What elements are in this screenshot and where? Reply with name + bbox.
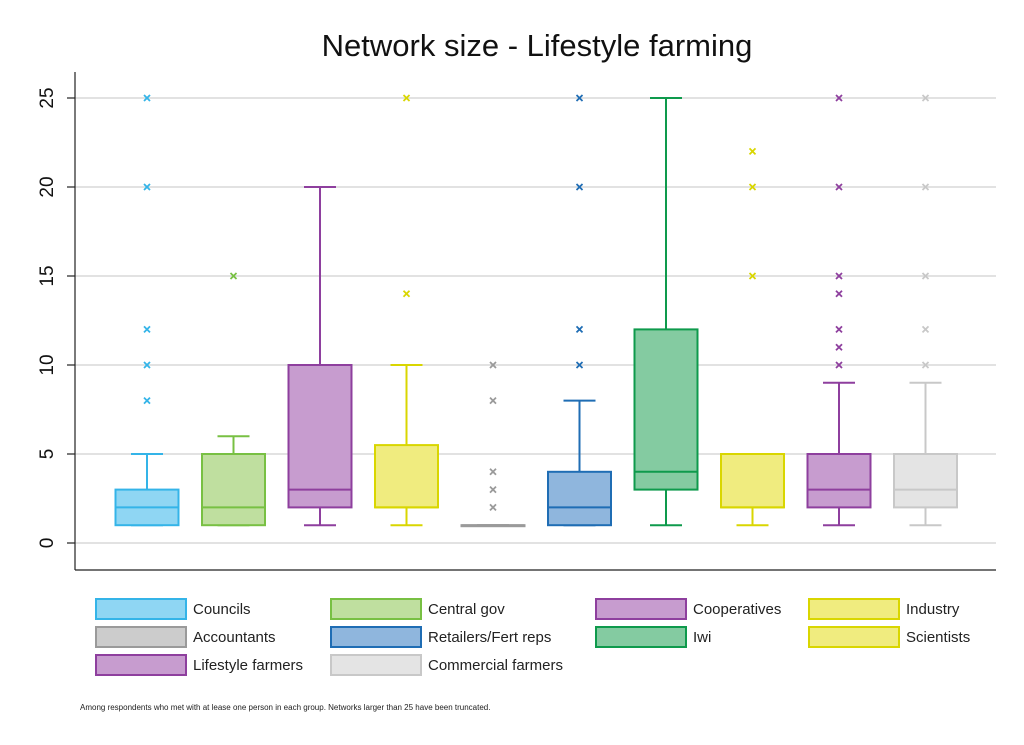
outlier-industry-1 <box>402 94 411 102</box>
outlier-commercial-farmers-3 <box>921 183 930 191</box>
legend-item-commercial-farmers: Commercial farmers <box>330 652 563 678</box>
y-tick-label-20: 20 <box>37 176 58 197</box>
legend-label-scientists: Scientists <box>906 628 971 646</box>
y-tick-label-5: 5 <box>37 449 58 460</box>
chart-footnote: Among respondents who met with at lease … <box>80 703 491 712</box>
legend-swatch-central-gov <box>330 598 422 620</box>
legend-label-lifestyle-farmers: Lifestyle farmers <box>193 656 304 674</box>
outlier-retailers-fert-reps-3 <box>575 94 584 102</box>
outlier-cooperatives-3 <box>835 290 843 298</box>
legend-item-central-gov: Central gov <box>330 596 505 622</box>
outlier-commercial-farmers-4 <box>921 94 930 102</box>
legend-item-councils: Councils <box>95 596 251 622</box>
legend-swatch-iwi <box>595 626 687 648</box>
legend-item-scientists: Scientists <box>808 624 970 650</box>
legend-label-retailers-fert-reps: Retailers/Fert reps <box>428 628 552 646</box>
box-scientists <box>720 453 785 509</box>
outlier-scientists-2 <box>748 147 757 156</box>
outlier-retailers-fert-reps-2 <box>575 183 584 191</box>
outlier-councils-4 <box>143 94 151 102</box>
legend-label-commercial-farmers: Commercial farmers <box>428 656 564 674</box>
outlier-cooperatives-0 <box>835 361 843 369</box>
outlier-industry-0 <box>402 290 411 298</box>
outlier-commercial-farmers-1 <box>921 325 930 334</box>
legend-swatch-accountants <box>95 626 187 648</box>
outlier-accountants-3 <box>489 396 497 405</box>
legend-item-retailers-fert-reps: Retailers/Fert reps <box>330 624 551 650</box>
outlier-accountants-2 <box>489 468 497 476</box>
outlier-scientists-0 <box>748 272 757 280</box>
legend: Councils Central gov Cooperatives Industry A… <box>95 596 1015 684</box>
legend-swatch-scientists <box>808 626 900 648</box>
box-industry <box>374 444 439 509</box>
outlier-cooperatives-6 <box>835 94 843 102</box>
outlier-cooperatives-4 <box>835 272 843 280</box>
legend-label-councils: Councils <box>193 600 251 618</box>
outlier-councils-1 <box>143 361 151 369</box>
legend-label-accountants: Accountants <box>193 628 276 646</box>
y-tick-label-0: 0 <box>37 538 58 549</box>
legend-item-accountants: Accountants <box>95 624 276 650</box>
y-tick-label-25: 25 <box>37 87 58 108</box>
outlier-cooperatives-2 <box>835 325 843 334</box>
outlier-councils-3 <box>143 183 151 191</box>
legend-swatch-lifestyle-farmers <box>95 654 187 676</box>
legend-label-central-gov: Central gov <box>428 600 505 618</box>
legend-label-iwi: Iwi <box>693 628 712 646</box>
box-commercial-farmers <box>893 453 958 509</box>
y-tick-label-15: 15 <box>37 265 58 286</box>
legend-label-cooperatives: Cooperatives <box>693 600 782 618</box>
legend-swatch-cooperatives <box>595 598 687 620</box>
legend-item-iwi: Iwi <box>595 624 711 650</box>
outlier-retailers-fert-reps-1 <box>575 325 584 334</box>
outlier-scientists-1 <box>748 183 757 191</box>
box-iwi <box>633 328 699 491</box>
box-lifestyle-farmers <box>287 364 353 509</box>
legend-label-industry: Industry <box>906 600 960 618</box>
box-cooperatives <box>806 453 872 509</box>
outlier-central-gov-0 <box>229 272 238 280</box>
legend-swatch-industry <box>808 598 900 620</box>
box-retailers-fert-reps <box>547 470 612 527</box>
outlier-commercial-farmers-0 <box>921 361 930 369</box>
outlier-accountants-0 <box>489 503 497 512</box>
chart-title: Network size - Lifestyle farming <box>321 28 753 63</box>
legend-item-industry: Industry <box>808 596 959 622</box>
y-tick-label-10: 10 <box>37 354 58 375</box>
legend-swatch-councils <box>95 598 187 620</box>
legend-item-cooperatives: Cooperatives <box>595 596 781 622</box>
outlier-accountants-4 <box>489 361 497 369</box>
outlier-cooperatives-1 <box>835 343 843 351</box>
legend-item-lifestyle-farmers: Lifestyle farmers <box>95 652 303 678</box>
outlier-cooperatives-5 <box>835 183 843 191</box>
outlier-councils-0 <box>143 396 151 405</box>
box-central-gov <box>201 453 266 527</box>
box-plot: 0 5 10 15 20 25 <box>37 72 996 571</box>
legend-swatch-retailers-fert-reps <box>330 626 422 648</box>
legend-swatch-commercial-farmers <box>330 654 422 676</box>
outlier-councils-2 <box>143 325 151 334</box>
outlier-retailers-fert-reps-0 <box>575 361 584 369</box>
outlier-accountants-1 <box>489 485 497 494</box>
outlier-commercial-farmers-2 <box>921 272 930 280</box>
